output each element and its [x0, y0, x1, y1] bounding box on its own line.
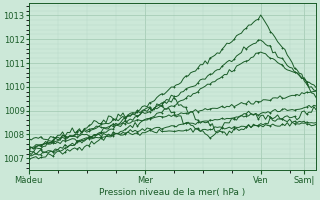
X-axis label: Pression niveau de la mer( hPa ): Pression niveau de la mer( hPa ) — [100, 188, 246, 197]
